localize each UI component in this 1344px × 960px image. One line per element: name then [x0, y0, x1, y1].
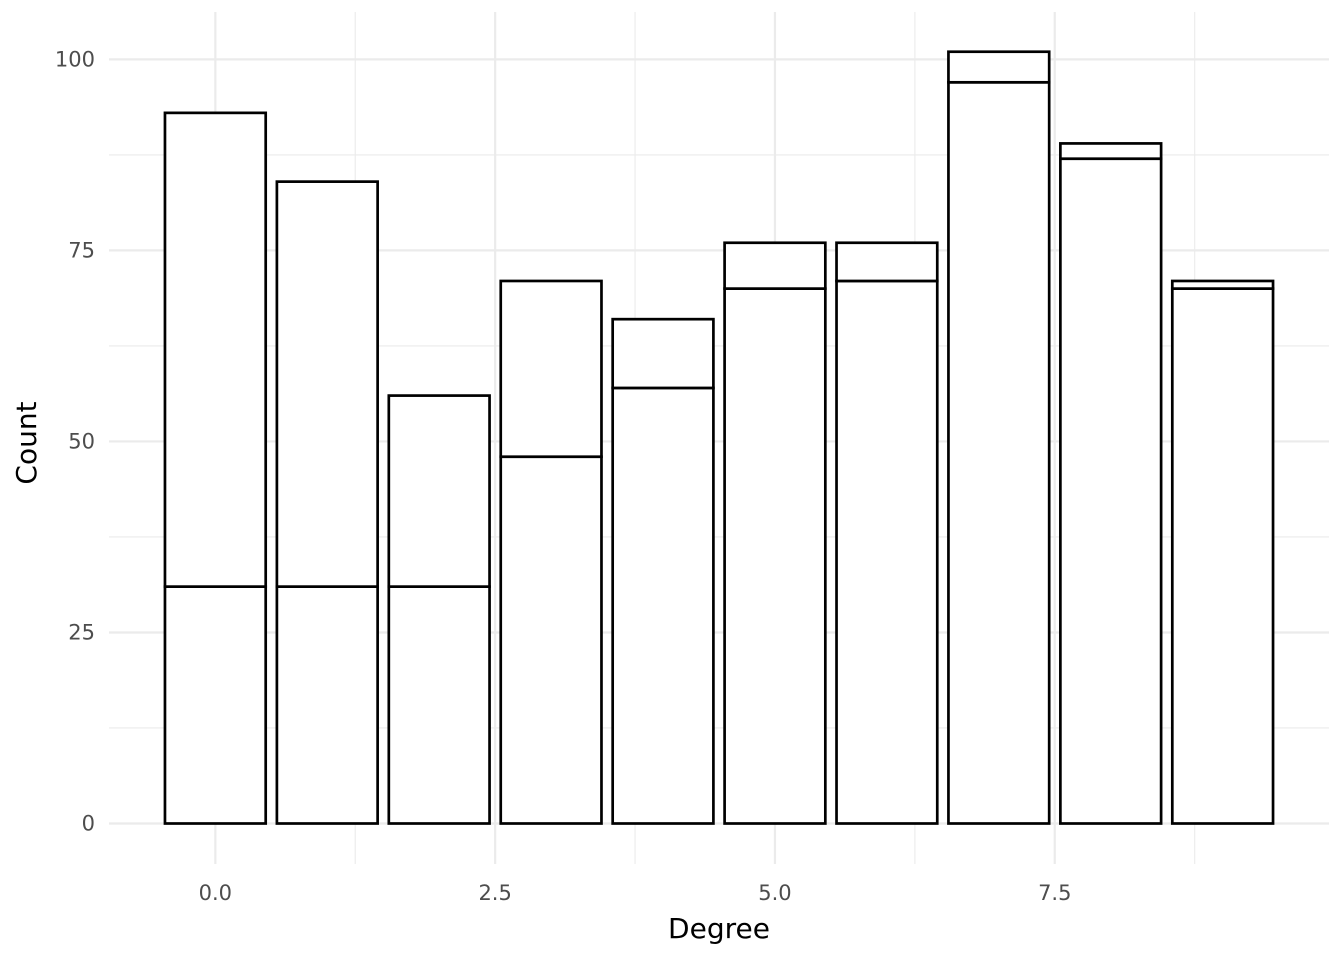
- bars: [163, 50, 1275, 825]
- bar-segment-degree-2-series-1: [387, 585, 491, 825]
- y-tick-label: 25: [68, 620, 95, 644]
- y-tick-label: 100: [55, 47, 95, 71]
- bar-segment-degree-5-series-1: [723, 287, 827, 825]
- bar-segment-degree-3-series-2: [499, 279, 603, 459]
- bar-segment-degree-6-series-2: [835, 241, 939, 283]
- y-tick-label: 0: [82, 812, 95, 836]
- bar-segment-degree-7-series-1: [947, 80, 1051, 825]
- y-tick-label: 50: [68, 429, 95, 453]
- bar-segment-degree-4-series-1: [611, 386, 715, 825]
- bar-segment-degree-6-series-1: [835, 279, 939, 825]
- bar-segment-degree-9-series-1: [1170, 287, 1275, 825]
- x-tick-label: 2.5: [478, 881, 511, 905]
- y-axis-title: Count: [10, 401, 43, 484]
- bar-segment-degree-2-series-2: [387, 394, 491, 588]
- x-tick-label: 5.0: [758, 881, 791, 905]
- y-tick-label: 75: [68, 238, 95, 262]
- bar-segment-degree-3-series-1: [499, 455, 603, 825]
- bar-segment-degree-8-series-1: [1059, 157, 1163, 825]
- bar-segment-degree-0-series-2: [163, 111, 268, 588]
- bar-segment-degree-1-series-1: [275, 585, 379, 825]
- bar-segment-degree-5-series-2: [723, 241, 827, 290]
- tick-labels: 0.0 2.5 5.0 7.5 0 25 50 75 100: [55, 47, 1072, 905]
- x-tick-label: 0.0: [199, 881, 232, 905]
- bar-segment-degree-0-series-1: [163, 585, 268, 825]
- bar-segment-degree-1-series-2: [275, 180, 379, 588]
- bar-segment-degree-9-series-2: [1170, 279, 1275, 290]
- x-axis-title: Degree: [668, 912, 770, 945]
- x-tick-label: 7.5: [1038, 881, 1071, 905]
- bar-segment-degree-7-series-2: [947, 50, 1051, 84]
- bar-segment-degree-8-series-2: [1059, 142, 1163, 161]
- bar-segment-degree-4-series-2: [611, 317, 715, 390]
